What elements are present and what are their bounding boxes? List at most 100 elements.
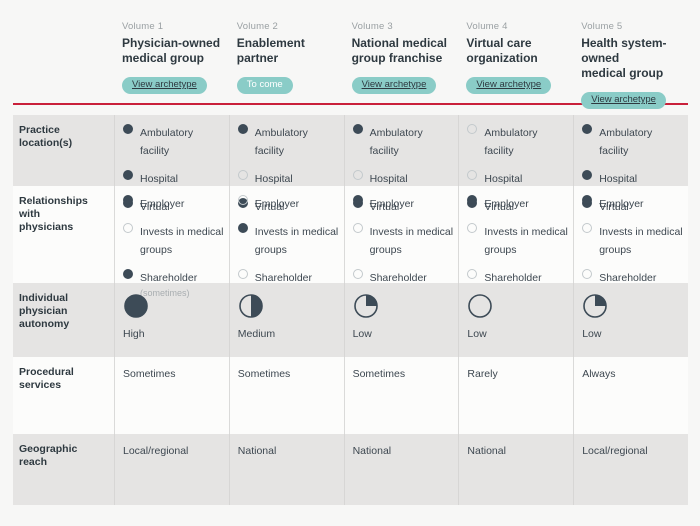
- view-archetype-button[interactable]: View archetype: [581, 92, 666, 109]
- table-row: Geographic reach Local/regional National Na…: [13, 434, 688, 505]
- radio-option-label: Hospital: [140, 173, 178, 185]
- radio-filled-icon: [582, 124, 593, 134]
- radio-option-text: Shareholder: [599, 268, 656, 286]
- table-cell: Ambulatory facility Hospital Virtual: [343, 115, 459, 225]
- table-cell: National: [458, 434, 573, 505]
- header-column-1: Volume 1 Physician-owned medical group Vie…: [114, 21, 229, 109]
- autonomy-indicator: Low: [353, 291, 455, 340]
- cell-value: Local/regional: [123, 445, 189, 457]
- radio-empty-icon: [582, 223, 593, 233]
- radio-option-label: Ambulatory facility: [369, 127, 423, 157]
- radio-option-text: Shareholder: [484, 268, 541, 286]
- volume-label: Volume 1: [122, 21, 164, 32]
- archetype-title: Health system-owned medical group: [581, 36, 667, 80]
- radio-option-text: Virtual: [484, 197, 514, 215]
- radio-empty-icon: [582, 269, 593, 279]
- cell-value: Sometimes: [352, 368, 406, 380]
- volume-label: Volume 4: [466, 21, 508, 32]
- cell-value: Sometimes: [237, 368, 291, 380]
- radio-option: Shareholder: [582, 268, 684, 286]
- radio-option-label: Shareholder: [484, 272, 542, 284]
- radio-option-label: Invests in medical groups: [369, 226, 454, 256]
- header-column-4: Volume 4 Virtual care organization View ar…: [458, 21, 573, 109]
- table-cell: Employer Invests in medical groups Shareho…: [573, 186, 688, 309]
- table-row: Individual physician autonomy High Medium L…: [13, 283, 688, 357]
- radio-option: Hospital: [352, 169, 455, 187]
- table-cell: National: [343, 434, 459, 505]
- radio-option-text: Employer: [370, 194, 414, 212]
- radio-option-text: Shareholder: [255, 268, 312, 286]
- view-archetype-button[interactable]: View archetype: [122, 77, 207, 94]
- table-row: Procedural services Sometimes Sometimes Som…: [13, 357, 688, 434]
- radio-option-text: Shareholder (sometimes): [140, 268, 197, 299]
- radio-option: Employer: [237, 194, 340, 212]
- radio-option-text: Hospital: [255, 169, 293, 187]
- radio-filled-icon: [123, 124, 133, 134]
- radio-option: Shareholder (sometimes): [123, 268, 225, 299]
- radio-option: Invests in medical groups: [123, 222, 225, 258]
- radio-option-label: Shareholder: [599, 272, 657, 284]
- radio-option-label: Virtual: [369, 201, 400, 213]
- table-cell: Rarely: [458, 357, 573, 434]
- radio-option: Employer: [582, 194, 684, 212]
- radio-empty-icon: [237, 170, 248, 180]
- header-column-3: Volume 3 National medical group franchise…: [344, 21, 459, 109]
- radio-option-text: Ambulatory facility: [484, 123, 569, 159]
- pie-25-icon: [353, 294, 379, 323]
- table-cell: Low: [573, 283, 688, 357]
- radio-option-text: Employer: [599, 194, 643, 212]
- autonomy-level-label: High: [123, 328, 145, 340]
- view-archetype-button[interactable]: View archetype: [351, 77, 437, 94]
- option-note: (sometimes): [140, 288, 190, 298]
- radio-option: Hospital: [237, 169, 340, 187]
- radio-option: Shareholder: [352, 268, 455, 286]
- radio-option-text: Hospital: [484, 169, 522, 187]
- radio-filled-icon: [582, 195, 593, 205]
- pie-0-icon: [467, 294, 493, 323]
- cell-value: Local/regional: [582, 445, 648, 457]
- radio-option-text: Hospital: [370, 169, 408, 187]
- archetype-title: Physician-owned medical group: [122, 36, 221, 65]
- autonomy-level-label: Low: [467, 328, 487, 340]
- radio-option: Ambulatory facility: [582, 123, 684, 159]
- view-archetype-button[interactable]: View archetype: [466, 77, 552, 94]
- table-cell: Always: [573, 357, 688, 434]
- radio-option-label: Hospital: [369, 173, 408, 185]
- radio-option: Ambulatory facility: [352, 123, 455, 159]
- radio-empty-icon: [352, 269, 363, 279]
- radio-option-label: Hospital: [254, 173, 293, 185]
- table-cell: High: [114, 283, 229, 357]
- table-cell: Low: [458, 283, 573, 357]
- radio-option-text: Virtual: [255, 197, 285, 215]
- table-cell: Sometimes: [114, 357, 229, 434]
- archetype-title: Virtual care organization: [466, 36, 538, 65]
- comparison-table: Practice location(s) Ambulatory facility H…: [13, 115, 688, 505]
- radio-option-label: Ambulatory facility: [254, 127, 308, 157]
- radio-filled-icon: [123, 170, 133, 180]
- volume-label: Volume 2: [236, 21, 279, 32]
- table-cell: Sometimes: [228, 357, 344, 434]
- radio-option-text: Employer: [255, 194, 299, 212]
- cell-value: National: [237, 445, 277, 457]
- radio-option-text: Employer: [484, 194, 528, 212]
- archetype-title: National medical group franchise: [351, 36, 447, 65]
- radio-option: Invests in medical groups: [582, 222, 684, 258]
- radio-option: Invests in medical groups: [237, 222, 340, 258]
- radio-empty-icon: [123, 223, 133, 233]
- pie-25-icon: [582, 294, 608, 323]
- table-cell: Ambulatory facility Hospital Virtual: [458, 115, 573, 225]
- radio-option-label: Hospital: [599, 173, 638, 185]
- table-cell: National: [228, 434, 344, 505]
- to-come-badge: To come: [236, 77, 293, 94]
- radio-option: Hospital: [582, 169, 684, 187]
- row-label: Relationships with physicians: [19, 195, 88, 233]
- radio-filled-icon: [123, 269, 133, 279]
- radio-empty-icon: [352, 170, 363, 180]
- table-row: Relationships with physicians Employer Inv…: [13, 186, 688, 309]
- autonomy-level-label: Low: [352, 328, 372, 340]
- radio-filled-icon: [123, 195, 133, 205]
- autonomy-level-label: Medium: [237, 328, 276, 340]
- radio-option-text: Invests in medical groups: [255, 222, 340, 258]
- radio-option-label: Ambulatory facility: [140, 127, 194, 157]
- table-cell: Low: [343, 283, 459, 357]
